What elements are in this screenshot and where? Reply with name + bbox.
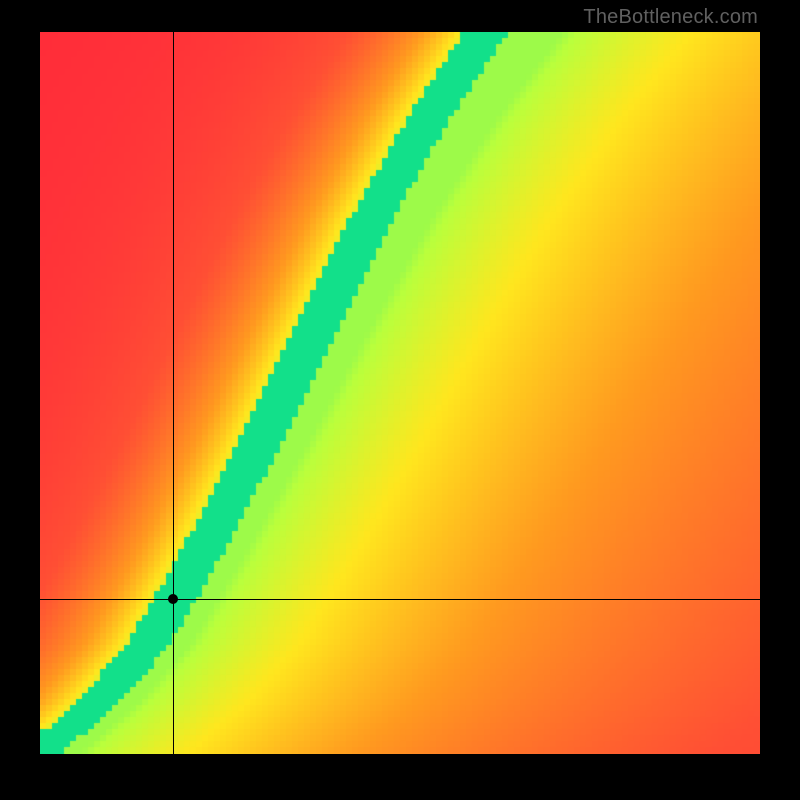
crosshair-horizontal [40, 599, 760, 600]
crosshair-marker-dot [168, 594, 178, 604]
heatmap-plot-area [40, 32, 760, 754]
crosshair-vertical [173, 32, 174, 754]
heatmap-canvas [40, 32, 760, 754]
watermark-text: TheBottleneck.com [583, 6, 758, 29]
